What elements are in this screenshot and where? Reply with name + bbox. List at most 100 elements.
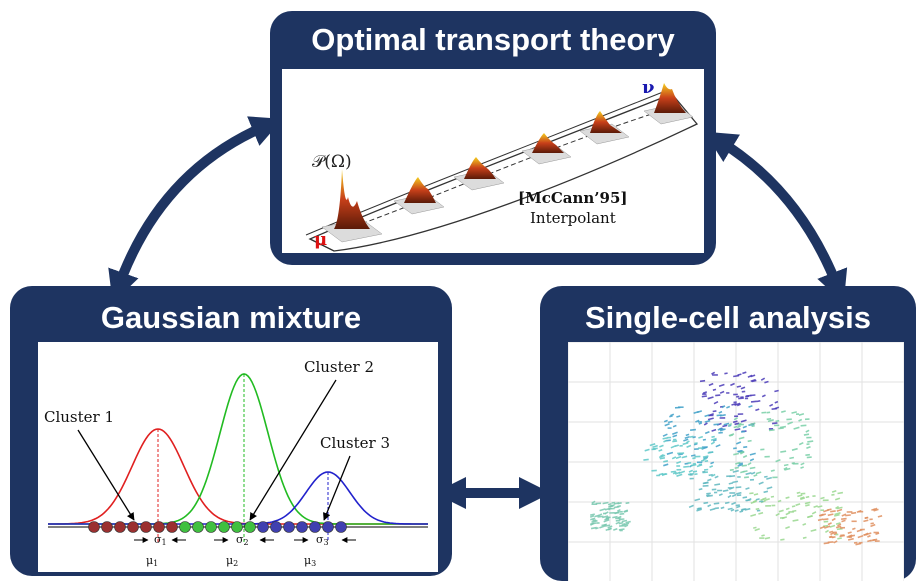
velocity-arrow [749,458,755,462]
velocity-arrow [624,524,629,528]
sample-point [257,521,269,533]
velocity-arrow [857,535,864,539]
velocity-arrow [827,522,832,526]
velocity-arrow [667,420,673,424]
velocity-arrow [663,460,669,463]
velocity-arrow [800,466,804,469]
velocity-arrow [784,467,791,471]
velocity-arrow [591,500,596,504]
sample-point [127,521,139,533]
velocity-arrow [750,500,757,504]
velocity-arrow [802,522,807,526]
velocity-arrow [834,512,841,516]
velocity-arrow [750,400,757,403]
velocity-arrow [737,373,742,376]
velocity-arrow [835,522,841,525]
velocity-arrow [721,405,726,409]
velocity-arrow [780,450,787,453]
velocity-arrow [805,495,810,499]
velocity-arrow [714,507,719,510]
velocity-arrow [730,382,735,387]
velocity-arrow [683,438,689,442]
velocity-arrow [824,525,831,529]
velocity-arrow [834,513,840,517]
velocity-arrow [670,413,675,417]
velocity-arrow [702,455,709,458]
velocity-arrow [703,501,709,505]
velocity-arrow [731,501,737,506]
velocity-arrow [761,394,766,398]
density-step-4 [579,111,630,145]
velocity-arrow [706,494,710,497]
velocity-arrow [690,428,696,431]
velocity-arrow [749,422,756,426]
velocity-arrow [709,465,714,468]
velocity-arrow [755,507,760,511]
sample-point [166,521,178,533]
velocity-arrow [796,491,801,494]
velocity-arrow [829,524,836,528]
velocity-arrow [750,471,756,475]
velocity-arrow [747,374,753,378]
sample-point [205,521,217,533]
velocity-arrow [707,417,714,421]
velocity-arrow [755,471,762,475]
velocity-arrow [845,514,851,517]
velocity-arrow [783,463,789,467]
velocity-arrow [738,397,744,400]
velocity-arrow [726,405,731,409]
velocity-arrow [827,513,834,517]
velocity-arrow [740,470,745,474]
velocity-arrow [742,454,748,459]
velocity-arrow [780,410,786,413]
velocity-arrow [758,481,764,485]
velocity-arrow [607,502,612,506]
gaussian-mixture-panel: Gaussian mixture Cluster 1 Cluster 2 Clu… [10,286,452,576]
velocity-arrow [728,422,733,427]
velocity-arrow [875,532,880,535]
velocity-arrow [605,517,610,520]
velocity-arrow [735,441,742,445]
velocity-arrow [719,390,725,394]
velocity-arrow [595,527,599,530]
velocity-arrow [731,402,737,406]
velocity-arrow [791,411,797,414]
velocity-arrow [694,498,701,502]
velocity-arrow [723,422,730,426]
velocity-arrow [791,447,798,451]
sample-point [283,521,295,533]
cluster-3-label: Cluster 3 [320,434,390,452]
velocity-arrow [714,475,719,479]
velocity-arrow [713,502,720,505]
velocity-arrow [833,540,838,544]
velocity-arrow [613,502,620,505]
sample-point [309,521,321,533]
velocity-arrow [696,507,702,510]
velocity-arrow [824,529,830,533]
velocity-arrow [749,466,756,470]
velocity-arrow [802,536,807,539]
velocity-arrow [672,424,677,428]
velocity-arrow [663,419,668,423]
velocity-arrow [870,523,876,528]
velocity-arrow [599,508,606,512]
velocity-arrow [669,415,673,418]
mu-label: μ [314,229,327,250]
sample-point [101,521,113,533]
velocity-arrow [737,463,744,467]
panel-title: Gaussian mixture [100,300,362,335]
velocity-arrow [793,426,800,430]
velocity-arrow [704,430,710,435]
velocity-arrow [836,508,843,512]
velocity-arrow [735,486,742,489]
velocity-arrow [674,444,680,447]
velocity-arrow [625,501,630,505]
velocity-arrow [617,508,621,512]
velocity-arrow [684,435,690,440]
velocity-arrow [590,522,595,526]
velocity-arrow [754,527,760,532]
interpolant-label: Interpolant [530,209,616,227]
velocity-arrow [589,514,595,518]
velocity-arrow [698,488,703,491]
velocity-arrow [722,424,728,428]
